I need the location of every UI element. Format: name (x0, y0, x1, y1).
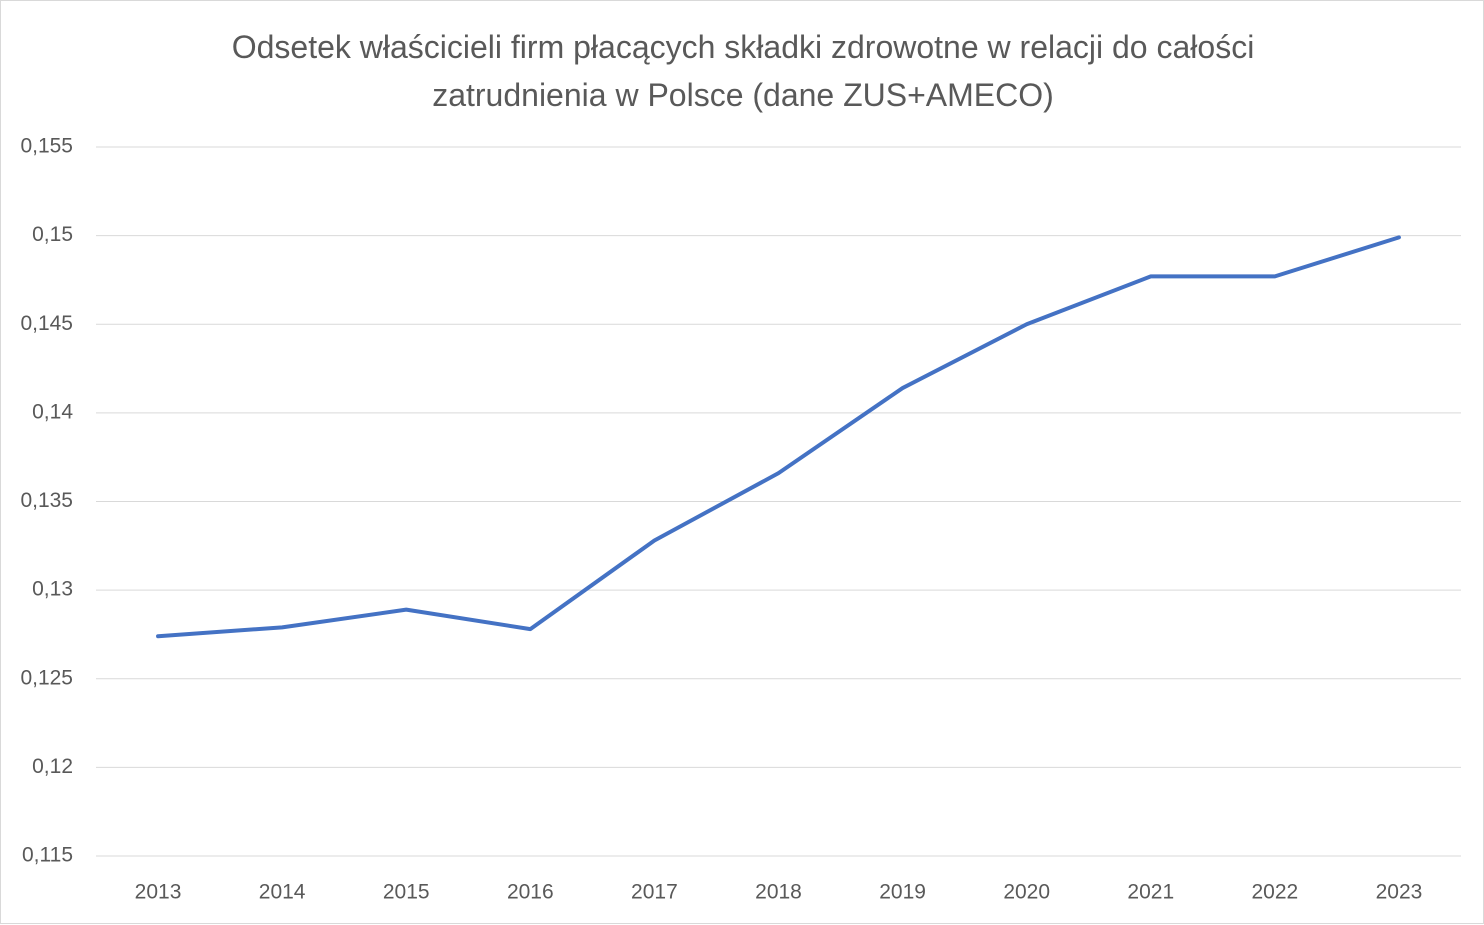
x-tick-label: 2014 (259, 881, 306, 904)
y-tick-label: 0,115 (22, 844, 73, 867)
x-tick-label: 2016 (507, 881, 554, 904)
x-tick-label: 2015 (383, 881, 430, 904)
x-tick-label: 2017 (631, 881, 678, 904)
y-tick-label: 0,125 (20, 666, 73, 689)
x-tick-label: 2018 (755, 881, 802, 904)
x-tick-label: 2019 (879, 881, 926, 904)
y-tick-label: 0,13 (32, 578, 73, 601)
x-tick-label: 2020 (1003, 881, 1050, 904)
chart-title: Odsetek właścicieli firm płacących skład… (231, 29, 1255, 113)
y-tick-label: 0,135 (20, 489, 73, 512)
y-tick-label: 0,155 (20, 135, 73, 158)
y-tick-label: 0,15 (32, 223, 73, 246)
y-tick-label: 0,14 (32, 400, 73, 423)
y-tick-label: 0,145 (20, 312, 73, 335)
y-tick-label: 0,12 (32, 755, 73, 778)
x-tick-label: 2013 (135, 881, 182, 904)
x-tick-label: 2023 (1376, 881, 1423, 904)
line-series (156, 235, 1401, 639)
x-tick-label: 2021 (1127, 881, 1174, 904)
x-tick-label: 2022 (1252, 881, 1299, 904)
